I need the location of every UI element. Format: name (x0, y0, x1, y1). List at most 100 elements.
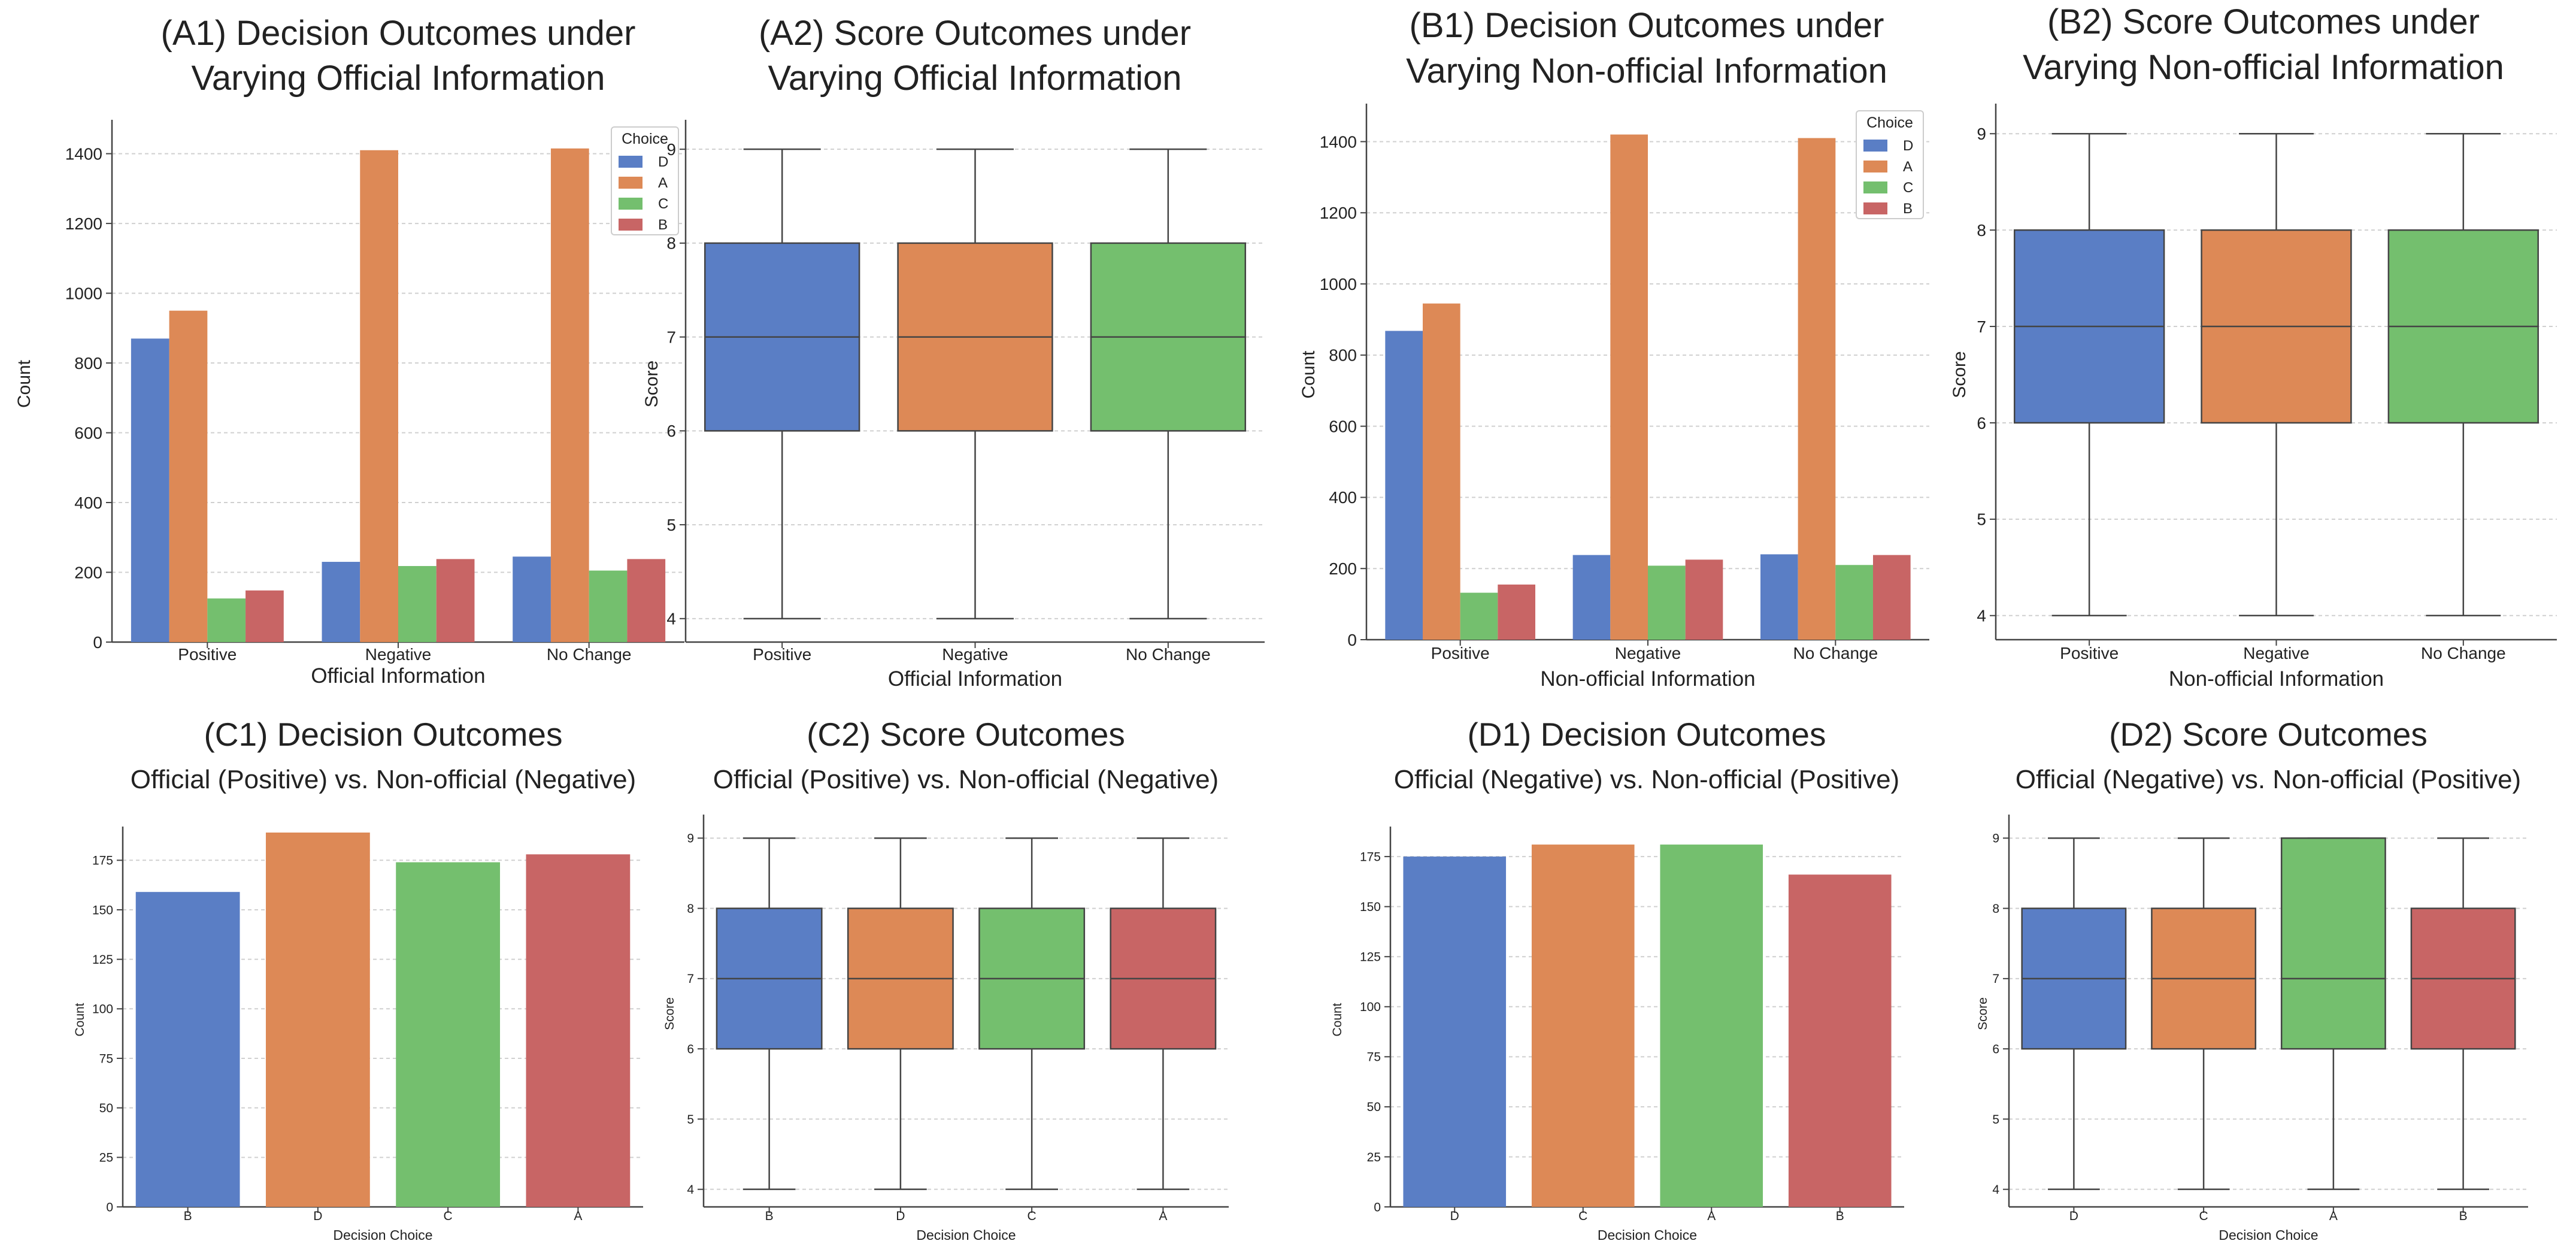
box-b (2410, 837, 2516, 1190)
chart-title: (D1) Decision Outcomes (1467, 716, 1826, 753)
y-tick-label: 7 (1977, 317, 1986, 336)
legend-swatch-a (619, 177, 643, 189)
x-tick-label: B (184, 1209, 192, 1223)
box-a (2280, 837, 2386, 1190)
x-tick-label: Negative (365, 645, 432, 664)
chart-title: (B1) Decision Outcomes under (1410, 6, 1884, 45)
chart-d2: (D2) Score Outcomes Official (Negative) v… (1976, 716, 2528, 1243)
x-tick-label: No Change (2421, 644, 2506, 662)
x-tick-label: D (896, 1209, 905, 1223)
bar-c (1531, 845, 1635, 1207)
chart-subtitle: Official (Negative) vs. Non-official (Po… (2016, 765, 2521, 794)
x-tick-label: A (2329, 1209, 2338, 1223)
y-tick-label: 8 (687, 902, 694, 916)
y-tick-label: 1000 (65, 284, 102, 302)
legend-label-d: D (658, 154, 668, 170)
bar-c-negative (1648, 565, 1686, 640)
y-tick-label: 175 (92, 854, 113, 868)
y-tick-label: 4 (666, 610, 676, 628)
x-tick-label: Positive (753, 645, 811, 664)
x-tick-label: Negative (942, 645, 1008, 664)
legend-swatch-a (1863, 161, 1887, 172)
x-tick-label: C (2199, 1209, 2208, 1223)
bar-b-positive (1498, 584, 1535, 640)
y-tick-label: 7 (666, 328, 676, 346)
box-b (716, 837, 823, 1190)
y-axis-label: Count (1299, 350, 1319, 399)
chart-title: (C2) Score Outcomes (807, 716, 1125, 753)
y-axis-label: Count (73, 1003, 87, 1036)
box-d (2021, 837, 2127, 1190)
y-tick-label: 1000 (1320, 275, 1357, 293)
legend-swatch-c (1863, 181, 1887, 193)
y-tick-label: 800 (1329, 346, 1357, 365)
y-tick-label: 9 (666, 140, 676, 159)
x-tick-label: B (1836, 1209, 1844, 1223)
y-axis-label: Score (1976, 997, 1990, 1030)
y-tick-label: 0 (1374, 1200, 1381, 1214)
y-tick-label: 100 (92, 1003, 113, 1016)
chart-title: (A2) Score Outcomes under (759, 14, 1191, 53)
legend-label-b: B (1903, 201, 1913, 217)
legend-title: Choice (622, 131, 668, 147)
bar-d-positive (1385, 331, 1423, 640)
y-tick-label: 7 (1992, 972, 1999, 986)
bar-a-negative (1610, 134, 1648, 640)
y-tick-label: 0 (93, 633, 102, 652)
chart-c2: (C2) Score Outcomes Official (Positive) v… (663, 716, 1229, 1243)
chart-a2: (A2) Score Outcomes under Varying Officia… (642, 14, 1265, 691)
y-tick-label: 125 (1360, 951, 1381, 964)
bar-b (135, 892, 240, 1207)
x-axis-label: Decision Choice (2219, 1227, 2318, 1243)
bar-d-no-change (1760, 554, 1798, 640)
bar-d (1403, 857, 1507, 1207)
legend-swatch-d (619, 156, 643, 168)
x-axis-label: Non-official Information (2169, 667, 2384, 691)
y-tick-label: 25 (99, 1151, 113, 1165)
x-tick-label: Positive (2060, 644, 2119, 662)
bar-c-no-change (589, 570, 628, 642)
x-tick-label: C (1028, 1209, 1037, 1223)
box-positive (704, 148, 860, 620)
bar-c-negative (398, 566, 437, 642)
bar-b-positive (246, 590, 284, 642)
chart-a1: (A1) Decision Outcomes under Varying Offi… (14, 14, 684, 688)
x-tick-label: Negative (2243, 644, 2310, 662)
chart-subtitle: Official (Positive) vs. Non-official (Ne… (131, 765, 636, 794)
bar-b-negative (436, 559, 475, 642)
x-tick-label: Negative (1615, 644, 1681, 662)
x-axis-label: Official Information (888, 667, 1062, 691)
y-tick-label: 50 (99, 1101, 113, 1115)
bar-a-negative (360, 150, 398, 642)
y-tick-label: 9 (1992, 832, 1999, 846)
chart-title: (B2) Score Outcomes under (2047, 2, 2480, 41)
y-tick-label: 125 (92, 953, 113, 967)
legend-swatch-b (1863, 202, 1887, 214)
y-tick-label: 9 (687, 832, 694, 846)
x-tick-label: C (1578, 1209, 1587, 1223)
x-tick-label: A (574, 1209, 582, 1223)
x-tick-label: No Change (1126, 645, 1211, 664)
y-tick-label: 5 (1977, 510, 1986, 529)
chart-b1: (B1) Decision Outcomes under Varying Non-… (1299, 6, 1929, 691)
bar-a-positive (169, 310, 208, 642)
chart-c1: (C1) Decision Outcomes Official (Positive… (73, 716, 643, 1243)
legend-label-c: C (658, 196, 668, 212)
bar-c (396, 862, 501, 1207)
chart-title: (C1) Decision Outcomes (204, 716, 562, 753)
legend-swatch-d (1863, 140, 1887, 152)
bar-a-positive (1423, 303, 1460, 640)
y-tick-label: 1200 (1320, 204, 1357, 222)
bar-c-positive (1460, 592, 1498, 640)
x-tick-label: B (765, 1209, 774, 1223)
x-axis-label: Decision Choice (1598, 1227, 1697, 1243)
bar-b-no-change (627, 559, 666, 642)
bar-a-no-change (550, 148, 589, 643)
y-tick-label: 6 (666, 422, 676, 440)
y-axis-label: Score (642, 361, 662, 407)
y-tick-label: 0 (106, 1200, 113, 1214)
bar-a (1660, 845, 1763, 1207)
y-tick-label: 0 (1347, 631, 1357, 649)
